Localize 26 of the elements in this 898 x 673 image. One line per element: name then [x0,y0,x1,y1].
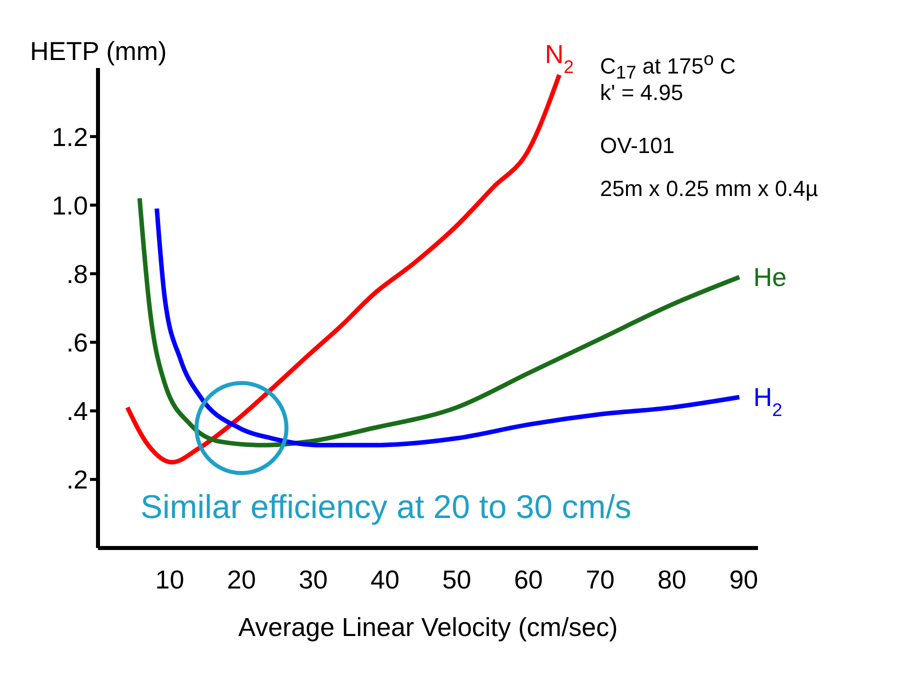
y-axis-title: HETP (mm) [30,36,167,67]
line-series [125,72,562,465]
y-tick-label: .8 [66,258,88,289]
y-tick-label: 1.2 [52,122,88,152]
annotation: Similar efficiency at 20 to 30 cm/s [140,488,632,525]
annotation: 25m x 0.25 mm x 0.4µ [600,176,818,202]
x-tick-label: 80 [657,564,686,594]
series-label: He [753,262,787,292]
series-label: N$_{2}$ [544,38,574,77]
x-tick-label: 70 [586,564,615,594]
x-axis-title: Average Linear Velocity (cm/sec) [238,612,618,642]
x-tick-label: 30 [298,564,328,594]
y-tick-label: .6 [66,328,88,358]
y-tick-label: .4 [66,396,88,426]
y-tick-label: .2 [66,464,88,495]
x-tick-label: 10 [155,564,184,594]
x-tick-label: 90 [729,564,758,594]
annotation: OV-101 [600,133,675,159]
x-tick-label: 60 [514,564,543,594]
x-tick-label: 50 [442,564,472,594]
x-tick-label: 40 [370,564,400,594]
x-tick-label: 20 [227,564,256,594]
series-label: H$_{2}$ [753,382,782,420]
y-tick-label: 1.0 [52,190,88,220]
annotation: k' = 4.95 [600,80,684,106]
annotation: C$_{17}$ at 175$^{o}$ C [600,48,736,83]
